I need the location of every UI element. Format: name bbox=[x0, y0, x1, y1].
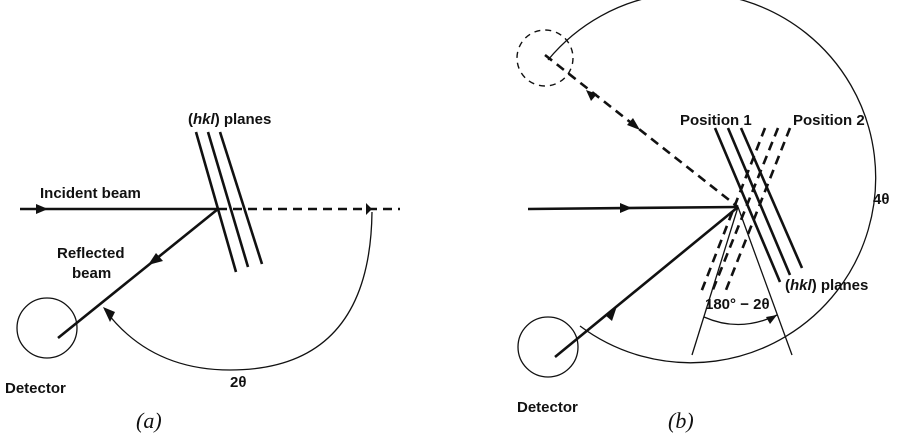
four-theta-circle-b bbox=[547, 0, 877, 364]
detector-label-b: Detector bbox=[517, 399, 578, 416]
plane-a-2 bbox=[206, 131, 250, 268]
supplement-arrow-b bbox=[766, 315, 777, 324]
position1-label-b: Position 1 bbox=[680, 112, 752, 129]
transmitted-tick-a bbox=[366, 203, 372, 215]
angle-label-a: 2θ bbox=[230, 374, 246, 391]
incident-arrow-b bbox=[620, 203, 632, 213]
position2-label-b: Position 2 bbox=[793, 112, 865, 129]
dashed-beam-arrow-b bbox=[627, 118, 640, 130]
dashed-beam-tick-b bbox=[586, 90, 597, 101]
reflected-beam-a bbox=[57, 207, 219, 340]
plane-b-pos1-2 bbox=[726, 127, 792, 276]
planes-label-a: (hkl) planes bbox=[188, 111, 271, 128]
reflected-label-a-line2: beam bbox=[72, 265, 111, 282]
angle-ray-left-b bbox=[691, 206, 739, 356]
caption-b: (b) bbox=[668, 408, 694, 433]
plane-a-1 bbox=[194, 131, 238, 273]
plane-b-pos1-3 bbox=[739, 127, 804, 269]
incident-beam-b bbox=[527, 205, 739, 211]
reflected-arrow-a bbox=[148, 253, 163, 265]
detector-b bbox=[517, 316, 579, 378]
dashed-beam-b bbox=[544, 53, 739, 209]
reflected-label-a-line1: Reflected bbox=[57, 245, 125, 262]
caption-a: (a) bbox=[136, 408, 162, 433]
detector-a bbox=[16, 297, 78, 359]
plane-b-pos2-2 bbox=[710, 127, 780, 293]
arc-arrow-a bbox=[103, 307, 115, 322]
incident-label-a: Incident beam bbox=[40, 185, 141, 202]
reflected-beam-b bbox=[554, 205, 739, 359]
two-theta-arc-a bbox=[104, 211, 373, 371]
detector-label-a: Detector bbox=[5, 380, 66, 397]
panel-b: Position 1 Position 2 (hkl) planes 4θ 18… bbox=[516, 0, 889, 433]
supplement-label-b: 180° − 2θ bbox=[705, 296, 770, 313]
supplement-arc-b bbox=[703, 314, 778, 326]
panel-a: (hkl) planes Incident beam Reflected bea… bbox=[5, 111, 400, 433]
incident-arrow-a bbox=[36, 204, 48, 214]
reflected-arrow-b bbox=[605, 306, 617, 321]
angle-ray-right-b bbox=[737, 206, 793, 356]
four-theta-label-b: 4θ bbox=[873, 191, 889, 208]
planes-label-b: (hkl) planes bbox=[785, 277, 868, 294]
detector-position-dashed-b bbox=[516, 29, 574, 87]
plane-a-3 bbox=[218, 131, 264, 265]
